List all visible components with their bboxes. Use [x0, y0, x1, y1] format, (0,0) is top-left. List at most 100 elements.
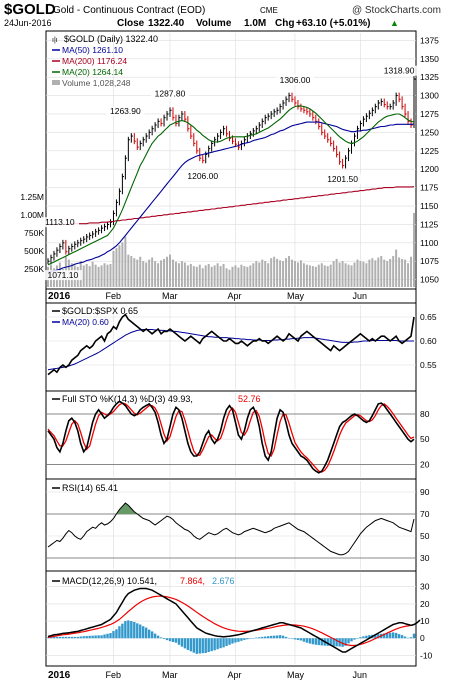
volume-bar	[401, 258, 404, 287]
volume-bar	[234, 265, 237, 287]
macd-histogram-bar	[314, 638, 318, 645]
macd-histogram	[46, 620, 416, 654]
ma50-line	[47, 121, 415, 273]
macd-histogram-bar	[243, 638, 246, 640]
macd-histogram-bar	[400, 635, 404, 639]
volume-bar	[413, 212, 415, 287]
macd-histogram-bar	[210, 638, 213, 652]
price-tick-label: 1275	[420, 109, 439, 119]
volume-bar	[282, 261, 285, 287]
volume-bar	[180, 261, 183, 287]
volume-bar	[371, 258, 374, 287]
volume-bar	[359, 261, 362, 287]
macd-histogram-bar	[332, 638, 335, 647]
volume-bar	[380, 256, 383, 287]
macd-histogram-bar	[228, 638, 231, 645]
volume-bar	[291, 259, 293, 287]
macd-histogram-bar	[46, 637, 50, 639]
macd-histogram-bar	[409, 637, 413, 639]
price-legend-item: MA(200) 1176.24	[62, 56, 127, 66]
volume-bar	[154, 261, 157, 287]
ratio-tick-label: 0.60	[420, 336, 437, 346]
volume-tick-label: 250K	[24, 264, 44, 274]
ratio-lines	[47, 313, 415, 376]
volume-bar	[127, 254, 130, 287]
rsi-axis-ticks: 30 50 70 90	[420, 487, 430, 563]
macd-histogram-bar	[305, 638, 309, 643]
macd-histogram-bar	[201, 638, 204, 654]
volume-bar	[97, 266, 100, 287]
volume-bar	[264, 261, 267, 287]
price-tick-label: 1350	[420, 54, 439, 64]
volume-bar	[386, 261, 389, 287]
price-tick-label: 1100	[420, 238, 439, 248]
price-legend-item: MA(50) 1261.10	[62, 45, 123, 55]
volume-bar	[252, 263, 255, 287]
header-close-value: 1322.40	[148, 18, 185, 29]
volume-bar	[124, 236, 127, 287]
macd-histogram-bar	[115, 629, 118, 639]
macd-panel-frame	[45, 570, 417, 667]
volume-bar	[255, 261, 258, 287]
macd-histogram-bar	[317, 638, 320, 646]
volume-bar	[398, 257, 401, 287]
annotation-bg	[40, 217, 80, 228]
volume-bar	[225, 268, 228, 287]
volume-tick-label: 1.25M	[20, 192, 44, 202]
macd-histogram-bar	[219, 638, 222, 649]
macd-histogram-bar	[79, 636, 82, 639]
macd-histogram-bar	[308, 638, 312, 644]
macd-histogram-bar	[180, 638, 184, 647]
rsi-gridlines	[46, 481, 416, 569]
macd-histogram-bar	[299, 638, 303, 641]
volume-bar	[210, 266, 213, 287]
macd-histogram-bar	[168, 638, 172, 642]
volume-bar	[148, 259, 151, 287]
macd-legend-signal: 7.864,	[180, 576, 205, 586]
macd-histogram-bar	[70, 636, 74, 639]
sto-tick-label: 50	[420, 434, 430, 444]
price-tick-label: 1250	[420, 127, 439, 137]
macd-axis-ticks: -10 0 10 20 30	[420, 582, 433, 661]
month-label: Mar	[162, 291, 178, 301]
volume-bar	[249, 265, 252, 287]
macd-histogram-bar	[326, 638, 329, 646]
volume-bar	[299, 260, 302, 287]
macd-line	[47, 587, 421, 653]
macd-histogram-bar	[153, 633, 157, 639]
month-label: May	[287, 291, 305, 301]
volume-bar	[362, 261, 365, 287]
volume-bar	[404, 259, 407, 287]
macd-histogram-bar	[237, 638, 240, 642]
macd-histogram-bar	[165, 638, 169, 641]
macd-histogram-bar	[133, 621, 136, 639]
macd-histogram-bar	[350, 638, 353, 642]
macd-histogram-bar	[266, 636, 270, 639]
annotation-label: 1287.80	[155, 89, 186, 99]
volume-bar	[326, 266, 329, 287]
ma20-line	[47, 105, 415, 266]
volume-bar	[82, 265, 85, 287]
volume-bar	[166, 256, 169, 287]
macd-histogram-bar	[311, 638, 315, 645]
ratio-tick-label: 0.55	[420, 360, 437, 370]
volume-bar	[177, 263, 180, 287]
volume-bar	[267, 263, 270, 287]
volume-bar	[192, 266, 195, 287]
annotation-bg	[275, 75, 315, 86]
volume-bar	[219, 266, 222, 287]
volume-bar	[133, 258, 136, 287]
month-label: Jun	[352, 670, 367, 680]
header-volume-value: 1.0M	[244, 18, 266, 29]
volume-bar	[332, 261, 335, 287]
macd-histogram-bar	[386, 633, 389, 639]
volume-bar	[157, 263, 160, 287]
volume-bar	[365, 263, 368, 287]
macd-legend-main: MACD(12,26,9) 10.541,	[62, 576, 157, 586]
macd-histogram-bar	[320, 638, 323, 646]
macd-histogram-bar	[82, 636, 85, 639]
macd-histogram-bar	[177, 638, 181, 645]
price-tick-label: 1225	[420, 146, 439, 156]
rsi-tick-label: 70	[420, 509, 430, 519]
